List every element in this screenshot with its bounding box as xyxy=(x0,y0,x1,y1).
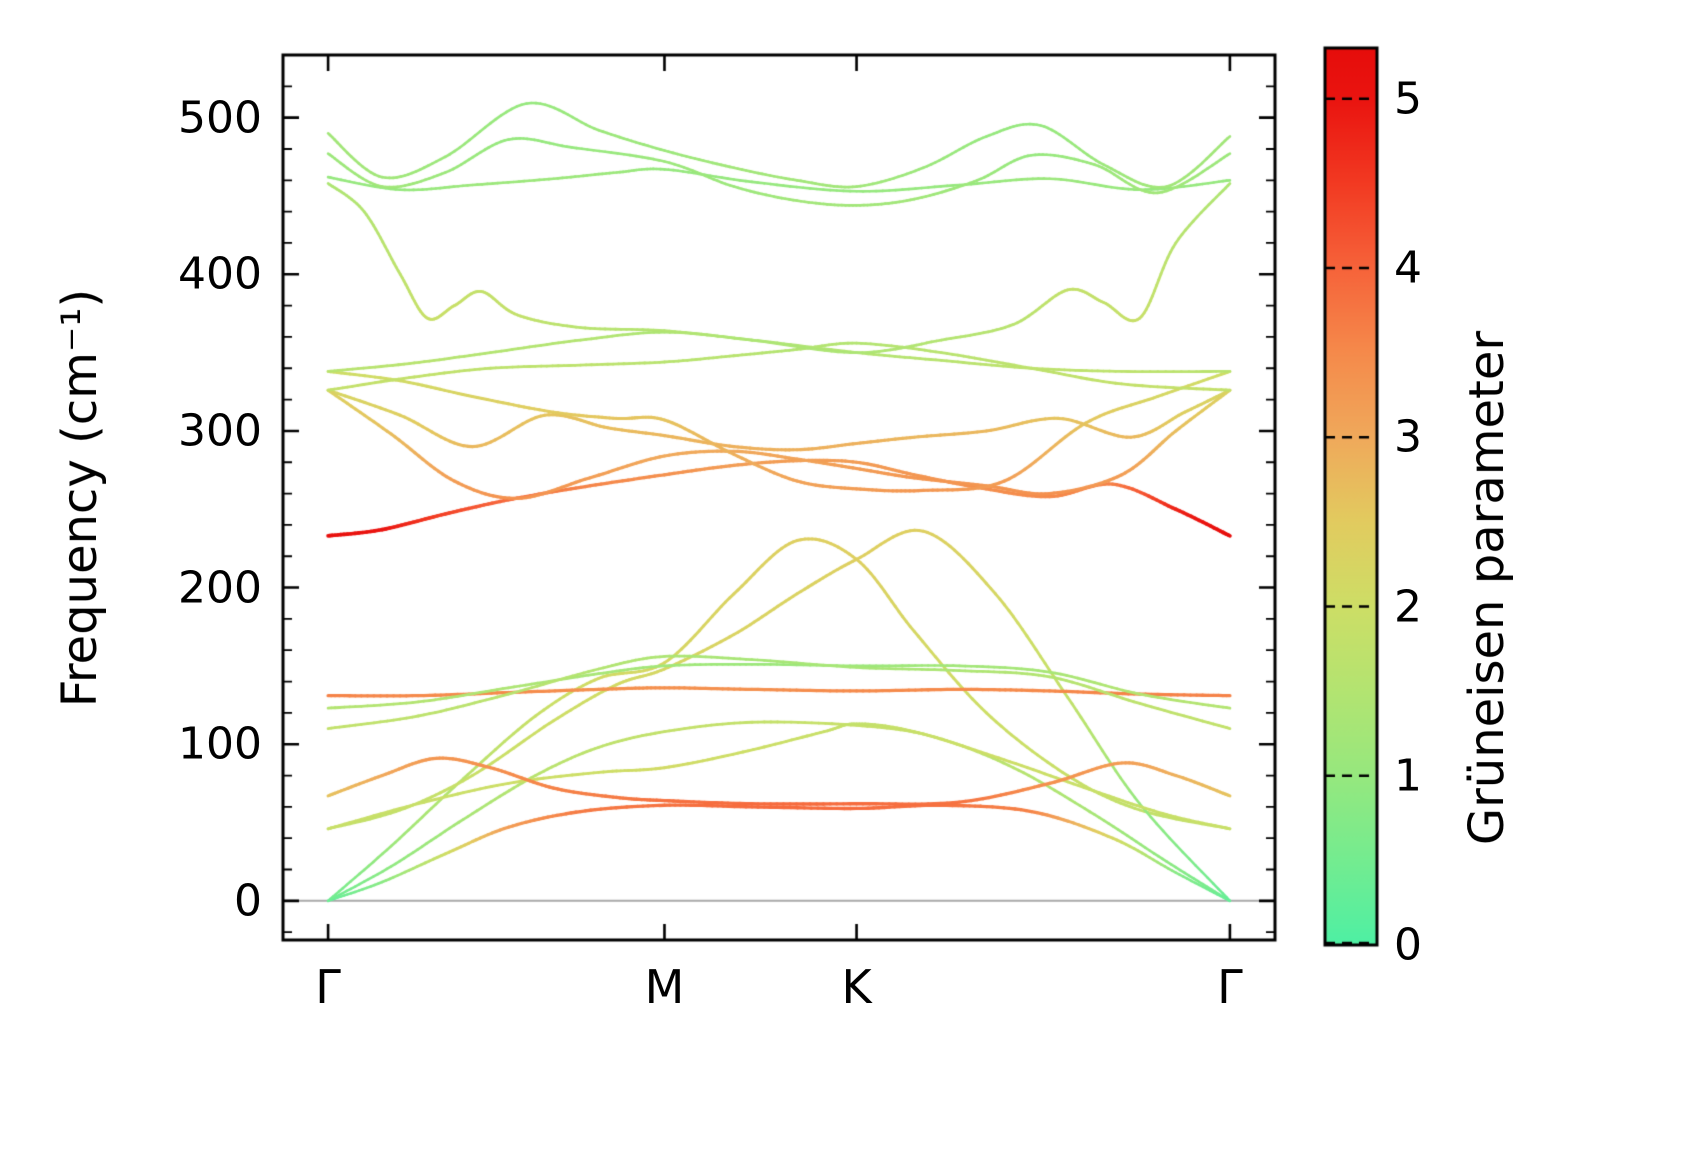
x-tick-label: M xyxy=(644,960,685,1014)
y-tick-label: 300 xyxy=(178,405,262,457)
y-tick-label: 400 xyxy=(178,248,262,300)
y-tick-label: 0 xyxy=(234,875,262,927)
colorbar-tick-label: 1 xyxy=(1394,750,1422,802)
y-tick-label: 200 xyxy=(178,562,262,614)
x-tick-label: Γ xyxy=(1217,960,1243,1014)
colorbar-tick-label: 3 xyxy=(1394,411,1422,463)
y-axis-label: Frequency (cm⁻¹) xyxy=(52,288,108,708)
colorbar-tick-label: 5 xyxy=(1394,73,1422,125)
colorbar-tick-label: 2 xyxy=(1394,581,1422,632)
x-tick-label: Γ xyxy=(315,960,341,1014)
y-tick-label: 500 xyxy=(178,92,262,144)
colorbar-tick-label: 0 xyxy=(1394,919,1422,971)
y-tick-label: 100 xyxy=(178,718,262,770)
x-tick-label: K xyxy=(841,960,872,1014)
colorbar-tick-label: 4 xyxy=(1394,242,1422,294)
colorbar-label: Grüneisen parameter xyxy=(1459,330,1515,846)
